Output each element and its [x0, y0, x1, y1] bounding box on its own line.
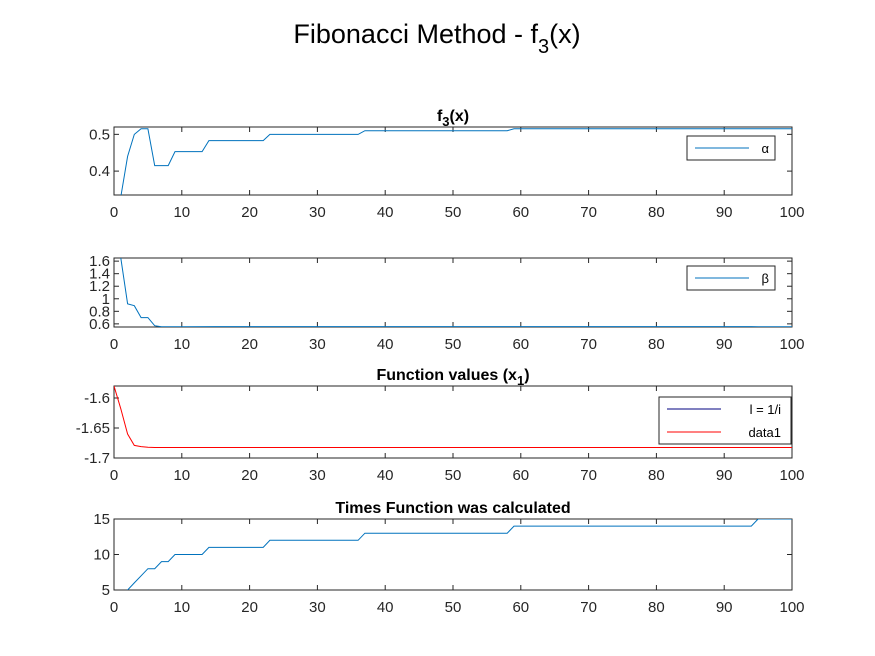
- series-line-1: [120, 258, 792, 327]
- axes-box: [113, 257, 793, 328]
- subplot-1: f3(x) 0 10 20 30 40 50 60 70 80 90 100 0.4 0.5 α: [89, 108, 804, 221]
- y-tick-label: 15: [93, 511, 110, 528]
- x-tick-label: 0: [110, 599, 118, 616]
- legend-label: l = 1/i: [750, 402, 782, 417]
- x-tick-label: 10: [173, 204, 190, 221]
- y-tick-label: 1.2: [89, 278, 110, 295]
- subplot-4: Times Function was calculated 0 10 20 30 40 50…: [93, 500, 804, 616]
- x-tick-label: 90: [716, 204, 733, 221]
- x-tick-label: 30: [309, 204, 326, 221]
- y-tick-label: -1.7: [84, 450, 110, 467]
- y-tick-label: 1.4: [89, 266, 110, 283]
- x-tick-label: 80: [648, 204, 665, 221]
- legend-box: [658, 396, 792, 445]
- legend-label: data1: [748, 425, 781, 440]
- y-tick-label: 1: [102, 291, 110, 308]
- x-tick-label: 20: [241, 467, 258, 484]
- y-tick-label: -1.65: [76, 420, 110, 437]
- subplot-title-main: Function values (x: [376, 367, 517, 384]
- legend: β: [686, 265, 776, 291]
- y-tick-label: 0.8: [89, 303, 110, 320]
- x-tick-label: 50: [445, 599, 462, 616]
- subplot-3: Function values (x1) 0 10 20 30 40 50 60 70 80 90 1…: [76, 367, 805, 484]
- subplot-title: f3(x): [437, 108, 469, 129]
- x-tick-label: 60: [512, 467, 529, 484]
- x-tick-label: 70: [580, 599, 597, 616]
- legend-label: β: [762, 271, 769, 286]
- x-tick-label: 70: [580, 467, 597, 484]
- series-line-2: [114, 386, 792, 448]
- x-tick-label: 80: [648, 467, 665, 484]
- y-tick-label: 0.4: [89, 163, 110, 180]
- legend: α: [686, 135, 776, 161]
- figure-title-subscript: 3: [538, 36, 549, 58]
- x-tick-label: 100: [779, 336, 804, 353]
- x-tick-label: 60: [512, 204, 529, 221]
- x-tick-label: 40: [377, 599, 394, 616]
- x-tick-label: 20: [241, 599, 258, 616]
- x-tick-label: 30: [309, 336, 326, 353]
- x-tick-label: 70: [580, 204, 597, 221]
- x-tick-label: 50: [445, 467, 462, 484]
- x-tick-label: 100: [779, 599, 804, 616]
- y-tick-label: 10: [93, 547, 110, 564]
- subplot-title-main: Times Function was calculated: [335, 500, 570, 517]
- x-tick-label: 0: [110, 336, 118, 353]
- x-tick-label: 10: [173, 599, 190, 616]
- x-tick-label: 20: [241, 336, 258, 353]
- x-tick-label: 80: [648, 599, 665, 616]
- x-tick-label: 90: [716, 599, 733, 616]
- x-tick-label: 0: [110, 204, 118, 221]
- x-tick-label: 0: [110, 467, 118, 484]
- x-tick-label: 60: [512, 599, 529, 616]
- subplot-2: 0 10 20 30 40 50 60 70 80 90 100 0.60.811.21.41.6 β: [89, 253, 804, 353]
- x-tick-label: 40: [377, 204, 394, 221]
- x-tick-label: 100: [779, 204, 804, 221]
- x-tick-label: 10: [173, 467, 190, 484]
- subplot-title: Times Function was calculated: [335, 500, 570, 517]
- x-tick-label: 80: [648, 336, 665, 353]
- subplot-title: Function values (x1): [376, 367, 529, 388]
- x-tick-label: 90: [716, 336, 733, 353]
- subplot-title-subscript: 1: [517, 373, 524, 388]
- x-tick-label: 60: [512, 336, 529, 353]
- x-tick-label: 30: [309, 467, 326, 484]
- x-tick-label: 30: [309, 599, 326, 616]
- x-tick-label: 50: [445, 204, 462, 221]
- axes-box: [113, 126, 793, 196]
- subplot-title-main: f: [437, 108, 443, 125]
- figure-title: Fibonacci Method - f3(x): [293, 19, 580, 58]
- y-tick-label: -1.6: [84, 390, 110, 407]
- y-tick-label: 1.6: [89, 253, 110, 270]
- x-tick-label: 90: [716, 467, 733, 484]
- subplot-title-tail: (x): [450, 108, 470, 125]
- series-line-1: [120, 128, 792, 195]
- x-tick-label: 100: [779, 467, 804, 484]
- y-tick-label: 5: [102, 582, 110, 599]
- x-tick-label: 20: [241, 204, 258, 221]
- axes-box: [113, 518, 793, 591]
- series-line-1: [126, 519, 792, 590]
- x-tick-label: 70: [580, 336, 597, 353]
- legend-label: α: [761, 141, 769, 156]
- y-tick-label: 0.6: [89, 316, 110, 333]
- x-tick-label: 40: [377, 467, 394, 484]
- figure-title-tail: (x): [549, 19, 580, 49]
- legend: l = 1/i data1: [658, 396, 792, 445]
- subplot-title-subscript: 3: [442, 114, 449, 129]
- y-tick-label: 0.5: [89, 126, 110, 143]
- figure-title-main: Fibonacci Method - f: [293, 19, 538, 49]
- x-tick-label: 50: [445, 336, 462, 353]
- x-tick-label: 40: [377, 336, 394, 353]
- x-tick-label: 10: [173, 336, 190, 353]
- subplot-title-tail: ): [524, 367, 529, 384]
